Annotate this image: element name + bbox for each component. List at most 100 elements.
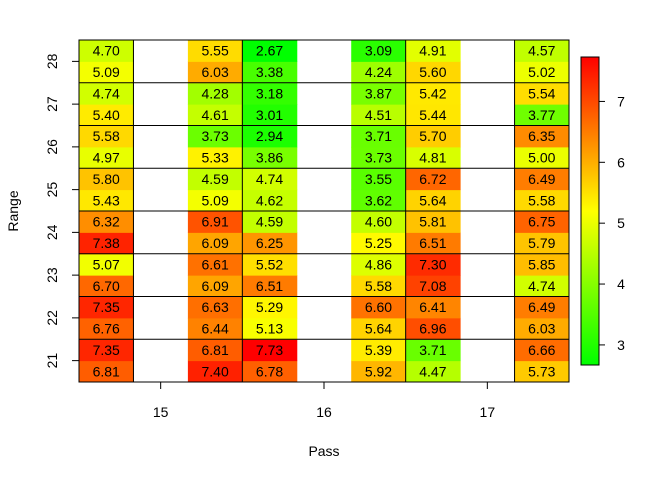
cell-value-label: 4.62 — [256, 192, 283, 208]
heatmap-cell — [242, 317, 298, 340]
heatmap-cell — [514, 275, 570, 297]
heatmap-cell — [187, 146, 243, 169]
x-axis-label: Pass — [308, 443, 339, 459]
cell-value-label: 6.44 — [201, 321, 228, 337]
x-tick-label: 17 — [480, 404, 496, 420]
y-tick-label: 21 — [44, 353, 60, 369]
cell-value-label: 3.71 — [365, 128, 392, 144]
cell-value-label: 6.66 — [528, 342, 555, 358]
heatmap-cell — [79, 40, 134, 62]
cell-value-label: 6.78 — [256, 363, 283, 379]
cell-value-label: 4.86 — [365, 256, 392, 272]
y-tick-label: 28 — [44, 53, 60, 69]
cell-value-label: 3.38 — [256, 64, 283, 80]
heatmap-cell — [79, 296, 134, 319]
heatmap-cell — [514, 61, 570, 84]
heatmap-cell — [187, 360, 243, 383]
heatmap-cell — [514, 253, 570, 276]
heatmap-cell — [351, 125, 407, 148]
cell-value-label: 3.87 — [365, 85, 392, 101]
cell-value-label: 6.09 — [201, 278, 228, 294]
cell-value-label: 6.49 — [528, 299, 555, 315]
cell-value-label: 2.94 — [256, 128, 283, 144]
cell-value-label: 5.81 — [419, 214, 446, 230]
cell-value-label: 2.67 — [256, 43, 283, 59]
cell-value-label: 5.64 — [365, 321, 392, 337]
cell-value-label: 3.62 — [365, 192, 392, 208]
cell-value-label: 6.51 — [256, 278, 283, 294]
cell-value-label: 4.97 — [93, 150, 120, 166]
cell-value-label: 5.52 — [256, 256, 283, 272]
cell-value-label: 6.60 — [365, 299, 392, 315]
heatmap-cell — [514, 296, 570, 319]
cell-value-label: 3.86 — [256, 150, 283, 166]
cell-value-label: 5.40 — [93, 107, 120, 123]
heatmap-cell — [514, 232, 570, 255]
x-tick-label: 16 — [316, 404, 332, 420]
heatmap-cell — [242, 253, 298, 276]
heatmap-cell — [79, 146, 134, 169]
cell-value-label: 5.58 — [93, 128, 120, 144]
heatmap-cell — [351, 360, 407, 383]
cell-value-label: 5.79 — [528, 235, 555, 251]
cell-value-label: 6.09 — [201, 235, 228, 251]
cell-value-label: 5.13 — [256, 321, 283, 337]
cell-value-label: 3.01 — [256, 107, 283, 123]
cell-value-label: 5.39 — [365, 342, 392, 358]
heatmap-cell — [242, 189, 298, 212]
heatmap-cell — [514, 40, 570, 62]
heatmap-cell — [351, 253, 407, 276]
heatmap-cell — [514, 317, 570, 340]
y-axis-label: Range — [5, 190, 21, 231]
heatmap-cell — [187, 232, 243, 255]
heatmap-cell — [514, 146, 570, 169]
y-tick-label: 23 — [44, 267, 60, 283]
cell-value-label: 7.40 — [201, 363, 228, 379]
heatmap-cell — [79, 317, 134, 340]
heatmap-cell-labels: 6.81 7.35 6.76 7.35 6.70 5.07 7.38 6.32 5.43 5.80… — [93, 43, 556, 380]
heatmap-cell — [351, 61, 407, 84]
heatmap-cell — [187, 125, 243, 148]
cell-value-label: 3.18 — [256, 85, 283, 101]
heatmap-cell — [79, 232, 134, 255]
y-tick-label: 22 — [44, 310, 60, 326]
heatmap-cell — [242, 104, 298, 126]
heatmap-cell — [187, 104, 243, 126]
heatmap-cell — [187, 189, 243, 212]
cell-value-label: 6.81 — [201, 342, 228, 358]
heatmap-cell — [405, 125, 461, 148]
cell-value-label: 4.61 — [201, 107, 228, 123]
heatmap-cell — [514, 168, 570, 191]
cell-value-label: 7.38 — [93, 235, 120, 251]
heatmap-cell — [351, 232, 407, 255]
y-tick-label: 25 — [44, 182, 60, 198]
cell-value-label: 6.35 — [528, 128, 555, 144]
cell-value-label: 4.59 — [201, 171, 228, 187]
colorbar-tick-label: 5 — [617, 215, 625, 231]
heatmap-cell — [405, 189, 461, 212]
heatmap-cell — [242, 232, 298, 255]
heatmap-cell — [514, 211, 570, 233]
cell-value-label: 4.81 — [419, 150, 446, 166]
heatmap-cell — [242, 211, 298, 233]
cell-value-label: 7.30 — [419, 256, 446, 272]
cell-value-label: 6.70 — [93, 278, 120, 294]
cell-value-label: 6.91 — [201, 214, 228, 230]
heatmap-cell — [351, 275, 407, 297]
cell-value-label: 6.72 — [419, 171, 446, 187]
heatmap-cell — [351, 40, 407, 62]
heatmap-cell — [242, 296, 298, 319]
cell-value-label: 3.73 — [201, 128, 228, 144]
cell-value-label: 6.32 — [93, 214, 120, 230]
heatmap-cell — [187, 211, 243, 233]
cell-value-label: 4.60 — [365, 214, 392, 230]
colorbar-gradient — [580, 56, 600, 366]
heatmap-cell — [242, 339, 298, 362]
heatmap-cell — [351, 168, 407, 191]
y-tick-label: 24 — [44, 224, 60, 240]
cell-value-label: 5.42 — [419, 85, 446, 101]
x-axis: 15 16 17 — [153, 382, 495, 420]
cell-value-label: 6.51 — [419, 235, 446, 251]
cell-value-label: 5.92 — [365, 363, 392, 379]
cell-value-label: 5.60 — [419, 64, 446, 80]
